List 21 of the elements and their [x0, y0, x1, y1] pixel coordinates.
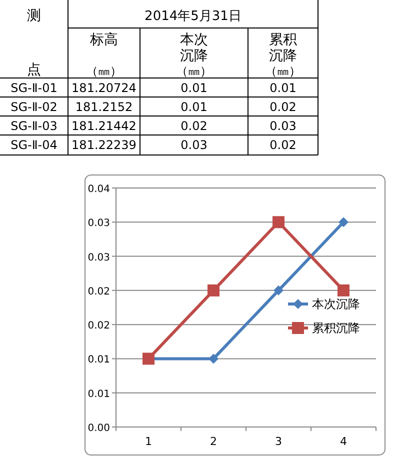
y-tick-label: 0.03 [88, 252, 110, 264]
point [338, 217, 348, 228]
y-tick-label: 0.01 [88, 388, 110, 400]
y-tick-label: 0.00 [88, 423, 110, 434]
point [208, 284, 220, 296]
y-tick-label: 0.03 [88, 218, 110, 230]
y-tick-label: 0.01 [88, 354, 110, 366]
x-tick-label: 3 [275, 435, 282, 448]
x-tick-label: 2 [210, 435, 217, 448]
y-tick-label: 0.02 [88, 286, 110, 298]
point [272, 216, 284, 228]
legend-label: 本次沉降 [312, 297, 360, 311]
table: 测 2014年5月31日 标高（㎜） 本次沉降（㎜） 累积沉降（㎜） 点 SG-Ⅱ-01 181.20724 0.01 0.01 SG-Ⅱ-02 181.2152 0.01 0.02 SG-Ⅱ-03 181.21442 0.02 0.03 SG-Ⅱ-04 181.22239 0.03 0.02 [0, 0, 318, 156]
y-tick-label: 0.02 [88, 320, 110, 332]
legend-label: 累积沉降 [312, 321, 360, 335]
point [338, 284, 350, 296]
x-tick-label: 4 [340, 435, 347, 448]
y-tick-label: 0.04 [88, 184, 110, 195]
x-tick-label: 1 [145, 435, 152, 448]
point [274, 285, 284, 296]
point [208, 354, 218, 364]
